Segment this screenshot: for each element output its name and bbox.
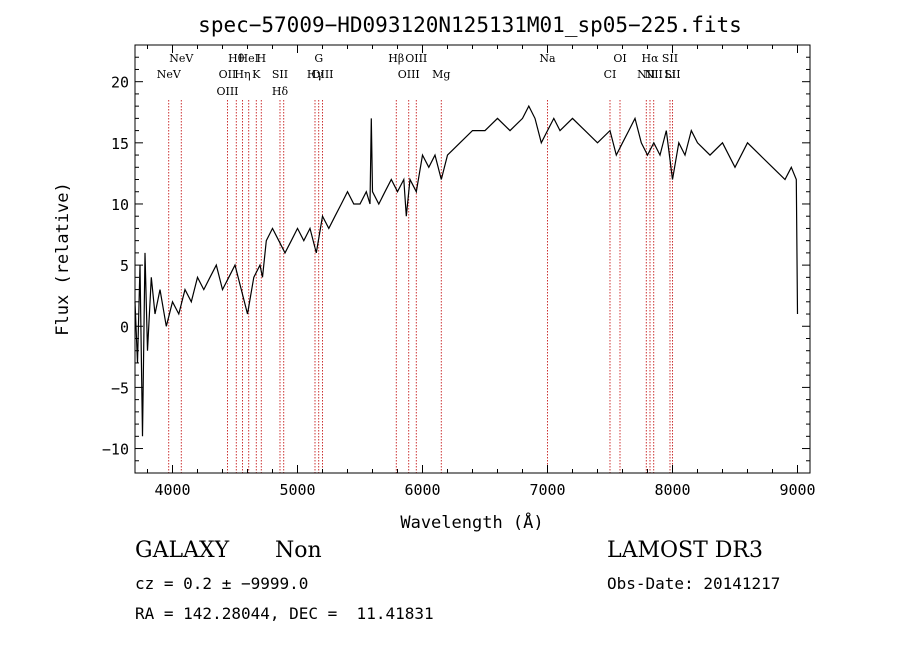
y-tick-label: 10 bbox=[111, 196, 129, 214]
y-tick-label: 15 bbox=[111, 135, 129, 153]
y-tick-label: 20 bbox=[111, 74, 129, 92]
line-label: Hα bbox=[641, 52, 659, 65]
line-label: H bbox=[256, 52, 266, 65]
line-label: NeV bbox=[169, 52, 194, 65]
object-subclass: Non bbox=[275, 538, 322, 563]
coordinates: RA = 142.28044, DEC = 11.41831 bbox=[135, 604, 434, 623]
line-label: CI bbox=[604, 68, 617, 81]
object-class: GALAXY bbox=[135, 538, 230, 563]
line-label: HeI bbox=[239, 52, 259, 65]
survey-name: LAMOST DR3 bbox=[607, 538, 763, 563]
line-label: OIII bbox=[216, 85, 238, 98]
x-tick-label: 5000 bbox=[279, 481, 315, 499]
x-axis-label: Wavelength (Å) bbox=[400, 511, 543, 533]
line-label: Hβ bbox=[388, 52, 404, 65]
spectrum-chart: spec−57009−HD093120N125131M01_sp05−225.f… bbox=[53, 13, 816, 533]
line-label: SII bbox=[664, 68, 680, 81]
y-tick-label: −5 bbox=[111, 379, 129, 397]
x-tick-label: 6000 bbox=[404, 481, 440, 499]
x-tick-label: 9000 bbox=[779, 481, 815, 499]
line-label: Na bbox=[539, 52, 556, 65]
line-label: G bbox=[314, 52, 323, 65]
emission-lines bbox=[168, 100, 673, 473]
spectrum-line bbox=[134, 104, 799, 437]
line-label: SII bbox=[662, 52, 678, 65]
line-label: Hγ bbox=[307, 68, 324, 81]
y-tick-label: 5 bbox=[120, 257, 129, 275]
line-label: Hη bbox=[234, 68, 250, 81]
line-label: OI bbox=[613, 52, 626, 65]
y-axis-label: Flux (relative) bbox=[53, 182, 73, 336]
y-tick-label: −10 bbox=[102, 441, 129, 459]
chart-title: spec−57009−HD093120N125131M01_sp05−225.f… bbox=[198, 13, 742, 37]
x-tick-label: 7000 bbox=[529, 481, 565, 499]
line-label: OII bbox=[219, 68, 237, 81]
x-tick-label: 8000 bbox=[654, 481, 690, 499]
line-label: Hδ bbox=[272, 85, 289, 98]
observation-date: Obs-Date: 20141217 bbox=[607, 574, 781, 593]
y-tick-label: 0 bbox=[120, 318, 129, 336]
line-label: SII bbox=[272, 68, 288, 81]
axis-ticks: 4000 5000 6000 7000 8000 9000 −10 −5 0 5 10 15 20 bbox=[102, 45, 816, 499]
line-labels: NeVNeVOIIOIIIHθHηHeIKHSIIHδHγGOIIIHβOIII… bbox=[157, 52, 681, 98]
line-label: NII bbox=[645, 68, 663, 81]
line-label: Mg bbox=[432, 68, 450, 81]
x-tick-label: 4000 bbox=[154, 481, 190, 499]
line-label: K bbox=[252, 68, 261, 81]
line-label: NII bbox=[637, 68, 655, 81]
line-label: OIII bbox=[398, 68, 420, 81]
line-label: OIII bbox=[405, 52, 427, 65]
line-label: OIII bbox=[311, 68, 333, 81]
line-label: Hθ bbox=[228, 52, 245, 65]
line-label: NeV bbox=[157, 68, 182, 81]
line-label: Li bbox=[665, 68, 676, 81]
redshift-value: cz = 0.2 ± −9999.0 bbox=[135, 574, 309, 593]
